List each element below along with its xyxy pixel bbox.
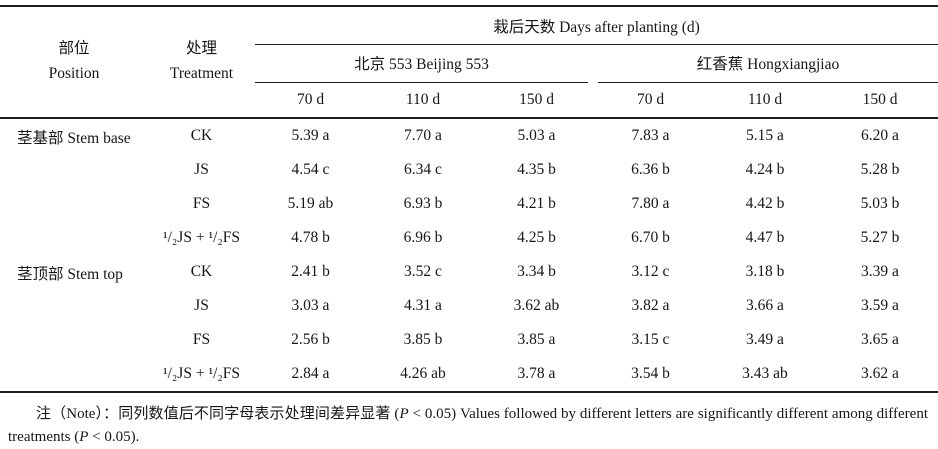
value-cell: 3.85 b bbox=[403, 331, 443, 348]
value-cell: 5.27 b bbox=[860, 229, 900, 246]
value-cell: 4.26 ab bbox=[400, 365, 446, 382]
value-cell: 3.03 a bbox=[291, 297, 330, 314]
table-header: 部位 Position 处理 Treatment 栽后天数 Days after… bbox=[0, 6, 938, 119]
value-cell: 4.25 b bbox=[517, 229, 556, 246]
position-header-zh: 部位 bbox=[58, 40, 90, 58]
table-row: ¹/₂JS + ¹/₂FS 2.84 a 4.26 ab 3.78 a 3.54 b 3.… bbox=[0, 357, 938, 392]
position-label: 茎顶部 Stem top bbox=[17, 266, 123, 283]
cultivar-header-hongxiangjiao: 红香蕉 Hongxiangjiao bbox=[593, 45, 938, 83]
value-cell: 3.66 a bbox=[746, 297, 784, 314]
value-cell: 4.54 c bbox=[291, 161, 330, 178]
treatment-label: JS bbox=[194, 161, 209, 178]
treatment-label: JS bbox=[194, 297, 209, 314]
value-cell: 4.31 a bbox=[404, 297, 442, 314]
table-row: ¹/₂JS + ¹/₂FS 4.78 b 6.96 b 4.25 b 6.70 b 4.4… bbox=[0, 221, 938, 255]
value-cell: 3.82 a bbox=[631, 297, 670, 314]
results-table: 部位 Position 处理 Treatment 栽后天数 Days after… bbox=[0, 5, 938, 393]
position-label: 茎基部 Stem base bbox=[17, 130, 131, 147]
treatment-header-en: Treatment bbox=[169, 65, 234, 82]
position-column-header: 部位 Position bbox=[0, 6, 148, 119]
day-col-header: 70 d bbox=[255, 83, 366, 119]
value-cell: 2.84 a bbox=[291, 365, 330, 382]
footnote-italic-p: P bbox=[399, 406, 409, 422]
value-cell: 6.70 b bbox=[631, 229, 670, 246]
value-cell: 3.62 a bbox=[861, 365, 899, 382]
value-cell: 2.41 b bbox=[291, 263, 330, 280]
position-header-en: Position bbox=[48, 65, 100, 82]
table-row: JS 4.54 c 6.34 c 4.35 b 6.36 b 4.24 b 5.28 b bbox=[0, 153, 938, 187]
value-cell: 4.42 b bbox=[745, 195, 785, 212]
cultivar-name: 红香蕉 Hongxiangjiao bbox=[598, 52, 938, 83]
value-cell: 2.56 b bbox=[291, 331, 330, 348]
header-row-cultivars: 北京 553 Beijing 553 红香蕉 Hongxiangjiao bbox=[0, 45, 938, 83]
value-cell: 3.39 a bbox=[861, 263, 899, 280]
footnote-italic-p: P bbox=[79, 429, 89, 445]
value-cell: 3.15 c bbox=[631, 331, 670, 348]
value-cell: 4.35 b bbox=[517, 161, 556, 178]
value-cell: 5.39 a bbox=[291, 127, 330, 144]
value-cell: 3.78 a bbox=[517, 365, 556, 382]
value-cell: 5.03 b bbox=[860, 195, 900, 212]
day-col-header: 70 d bbox=[593, 83, 708, 119]
day-col-header: 150 d bbox=[480, 83, 593, 119]
table-row: 茎顶部 Stem top CK 2.41 b 3.52 c 3.34 b 3.12 c 3.… bbox=[0, 255, 938, 289]
table-row: JS 3.03 a 4.31 a 3.62 ab 3.82 a 3.66 a 3.59 a bbox=[0, 289, 938, 323]
value-cell: 3.18 b bbox=[745, 263, 785, 280]
footnote-text: 注（Note）：同列数值后不同字母表示处理间差异显著 ( bbox=[36, 406, 400, 422]
value-cell: 6.20 a bbox=[861, 127, 899, 144]
value-cell: 4.47 b bbox=[745, 229, 785, 246]
value-cell: 5.19 ab bbox=[287, 195, 334, 212]
table-row: FS 2.56 b 3.85 b 3.85 a 3.15 c 3.49 a 3.65 a bbox=[0, 323, 938, 357]
table-footnote: 注（Note）：同列数值后不同字母表示处理间差异显著 (P < 0.05) Va… bbox=[0, 403, 938, 449]
treatment-column-header: 处理 Treatment bbox=[148, 6, 255, 119]
header-row-days: 部位 Position 处理 Treatment 栽后天数 Days after… bbox=[0, 6, 938, 119]
value-cell: 3.62 ab bbox=[513, 297, 560, 314]
header-row-day-columns: 70 d 110 d 150 d 70 d 110 d 150 d bbox=[0, 83, 938, 119]
treatment-label: FS bbox=[192, 331, 211, 348]
value-cell: 3.12 c bbox=[631, 263, 670, 280]
value-cell: 3.85 a bbox=[517, 331, 556, 348]
treatment-label: ¹/₂JS + ¹/₂FS bbox=[162, 365, 241, 382]
days-after-planting-header: 栽后天数 Days after planting (d) bbox=[255, 6, 938, 45]
table-body: 茎基部 Stem base CK 5.39 a 7.70 a 5.03 a 7.83 a 5… bbox=[0, 118, 938, 392]
value-cell: 4.21 b bbox=[517, 195, 556, 212]
value-cell: 5.15 a bbox=[746, 127, 784, 144]
table-row: 茎基部 Stem base CK 5.39 a 7.70 a 5.03 a 7.83 a 5… bbox=[0, 118, 938, 153]
cultivar-name: 北京 553 Beijing 553 bbox=[255, 52, 588, 83]
value-cell: 5.28 b bbox=[860, 161, 900, 178]
value-cell: 3.34 b bbox=[517, 263, 556, 280]
value-cell: 6.34 c bbox=[404, 161, 442, 178]
value-cell: 3.59 a bbox=[861, 297, 899, 314]
value-cell: 6.93 b bbox=[403, 195, 443, 212]
value-cell: 6.96 b bbox=[403, 229, 443, 246]
treatment-header-zh: 处理 bbox=[185, 40, 217, 58]
value-cell: 4.78 b bbox=[291, 229, 330, 246]
day-col-header: 150 d bbox=[822, 83, 938, 119]
value-cell: 3.52 c bbox=[404, 263, 442, 280]
value-cell: 3.43 ab bbox=[742, 365, 788, 382]
day-col-header: 110 d bbox=[366, 83, 480, 119]
treatment-label: FS bbox=[192, 195, 211, 212]
value-cell: 7.70 a bbox=[404, 127, 442, 144]
table-row: FS 5.19 ab 6.93 b 4.21 b 7.80 a 4.42 b 5.03 b bbox=[0, 187, 938, 221]
value-cell: 7.83 a bbox=[631, 127, 670, 144]
value-cell: 3.65 a bbox=[861, 331, 899, 348]
cultivar-header-beijing553: 北京 553 Beijing 553 bbox=[255, 45, 593, 83]
day-col-header: 110 d bbox=[708, 83, 822, 119]
treatment-label: ¹/₂JS + ¹/₂FS bbox=[162, 229, 241, 246]
value-cell: 3.49 a bbox=[746, 331, 784, 348]
treatment-label: CK bbox=[190, 127, 213, 144]
footnote-text: < 0.05). bbox=[88, 429, 140, 445]
value-cell: 5.03 a bbox=[517, 127, 556, 144]
value-cell: 6.36 b bbox=[631, 161, 670, 178]
value-cell: 3.54 b bbox=[631, 365, 670, 382]
treatment-label: CK bbox=[190, 263, 213, 280]
value-cell: 4.24 b bbox=[745, 161, 785, 178]
value-cell: 7.80 a bbox=[631, 195, 670, 212]
